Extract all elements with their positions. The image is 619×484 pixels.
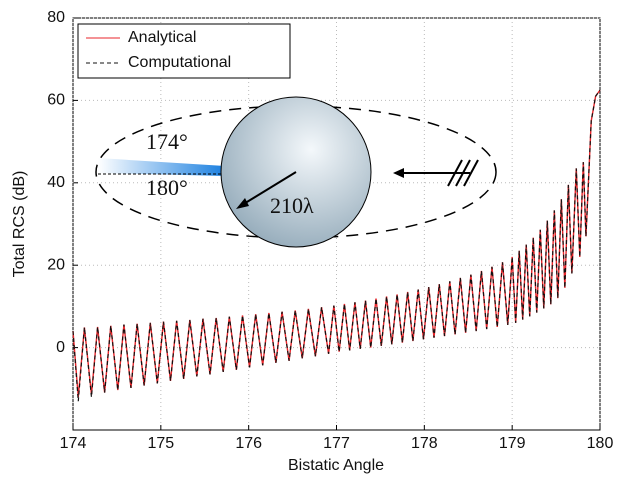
- legend-box: [77, 23, 291, 79]
- y-tick-label: 40: [47, 174, 65, 191]
- annotation: 180°: [146, 175, 188, 200]
- inset-diagram: 174° 180° 210λ: [95, 96, 497, 248]
- y-tick-label: 0: [56, 339, 65, 356]
- legend: Analytical Computational: [77, 23, 291, 79]
- beam: [98, 158, 225, 176]
- x-tick-label: 176: [235, 435, 262, 452]
- annotation: 174°: [146, 129, 188, 154]
- arrow-head: [393, 168, 404, 178]
- annotation: 210λ: [270, 193, 314, 218]
- legend-label: Analytical: [128, 29, 196, 46]
- x-tick-label: 177: [323, 435, 350, 452]
- legend-label: Computational: [128, 54, 231, 71]
- arrow-head: [236, 198, 249, 209]
- wavefronts: [447, 159, 479, 187]
- y-axis-label: Total RCS (dB): [11, 171, 28, 278]
- x-tick-label: 180: [587, 435, 614, 452]
- x-tick-label: 174: [60, 435, 87, 452]
- radius-arrow: [241, 171, 297, 206]
- x-tick-label: 179: [499, 435, 526, 452]
- y-tick-label: 60: [47, 92, 65, 109]
- y-tick-label: 80: [47, 9, 65, 26]
- x-tick-label: 175: [147, 435, 174, 452]
- x-tick-label: 178: [411, 435, 438, 452]
- y-tick-label: 20: [47, 256, 65, 273]
- x-axis-label: Bistatic Angle: [288, 457, 384, 474]
- series-line: [72, 89, 601, 402]
